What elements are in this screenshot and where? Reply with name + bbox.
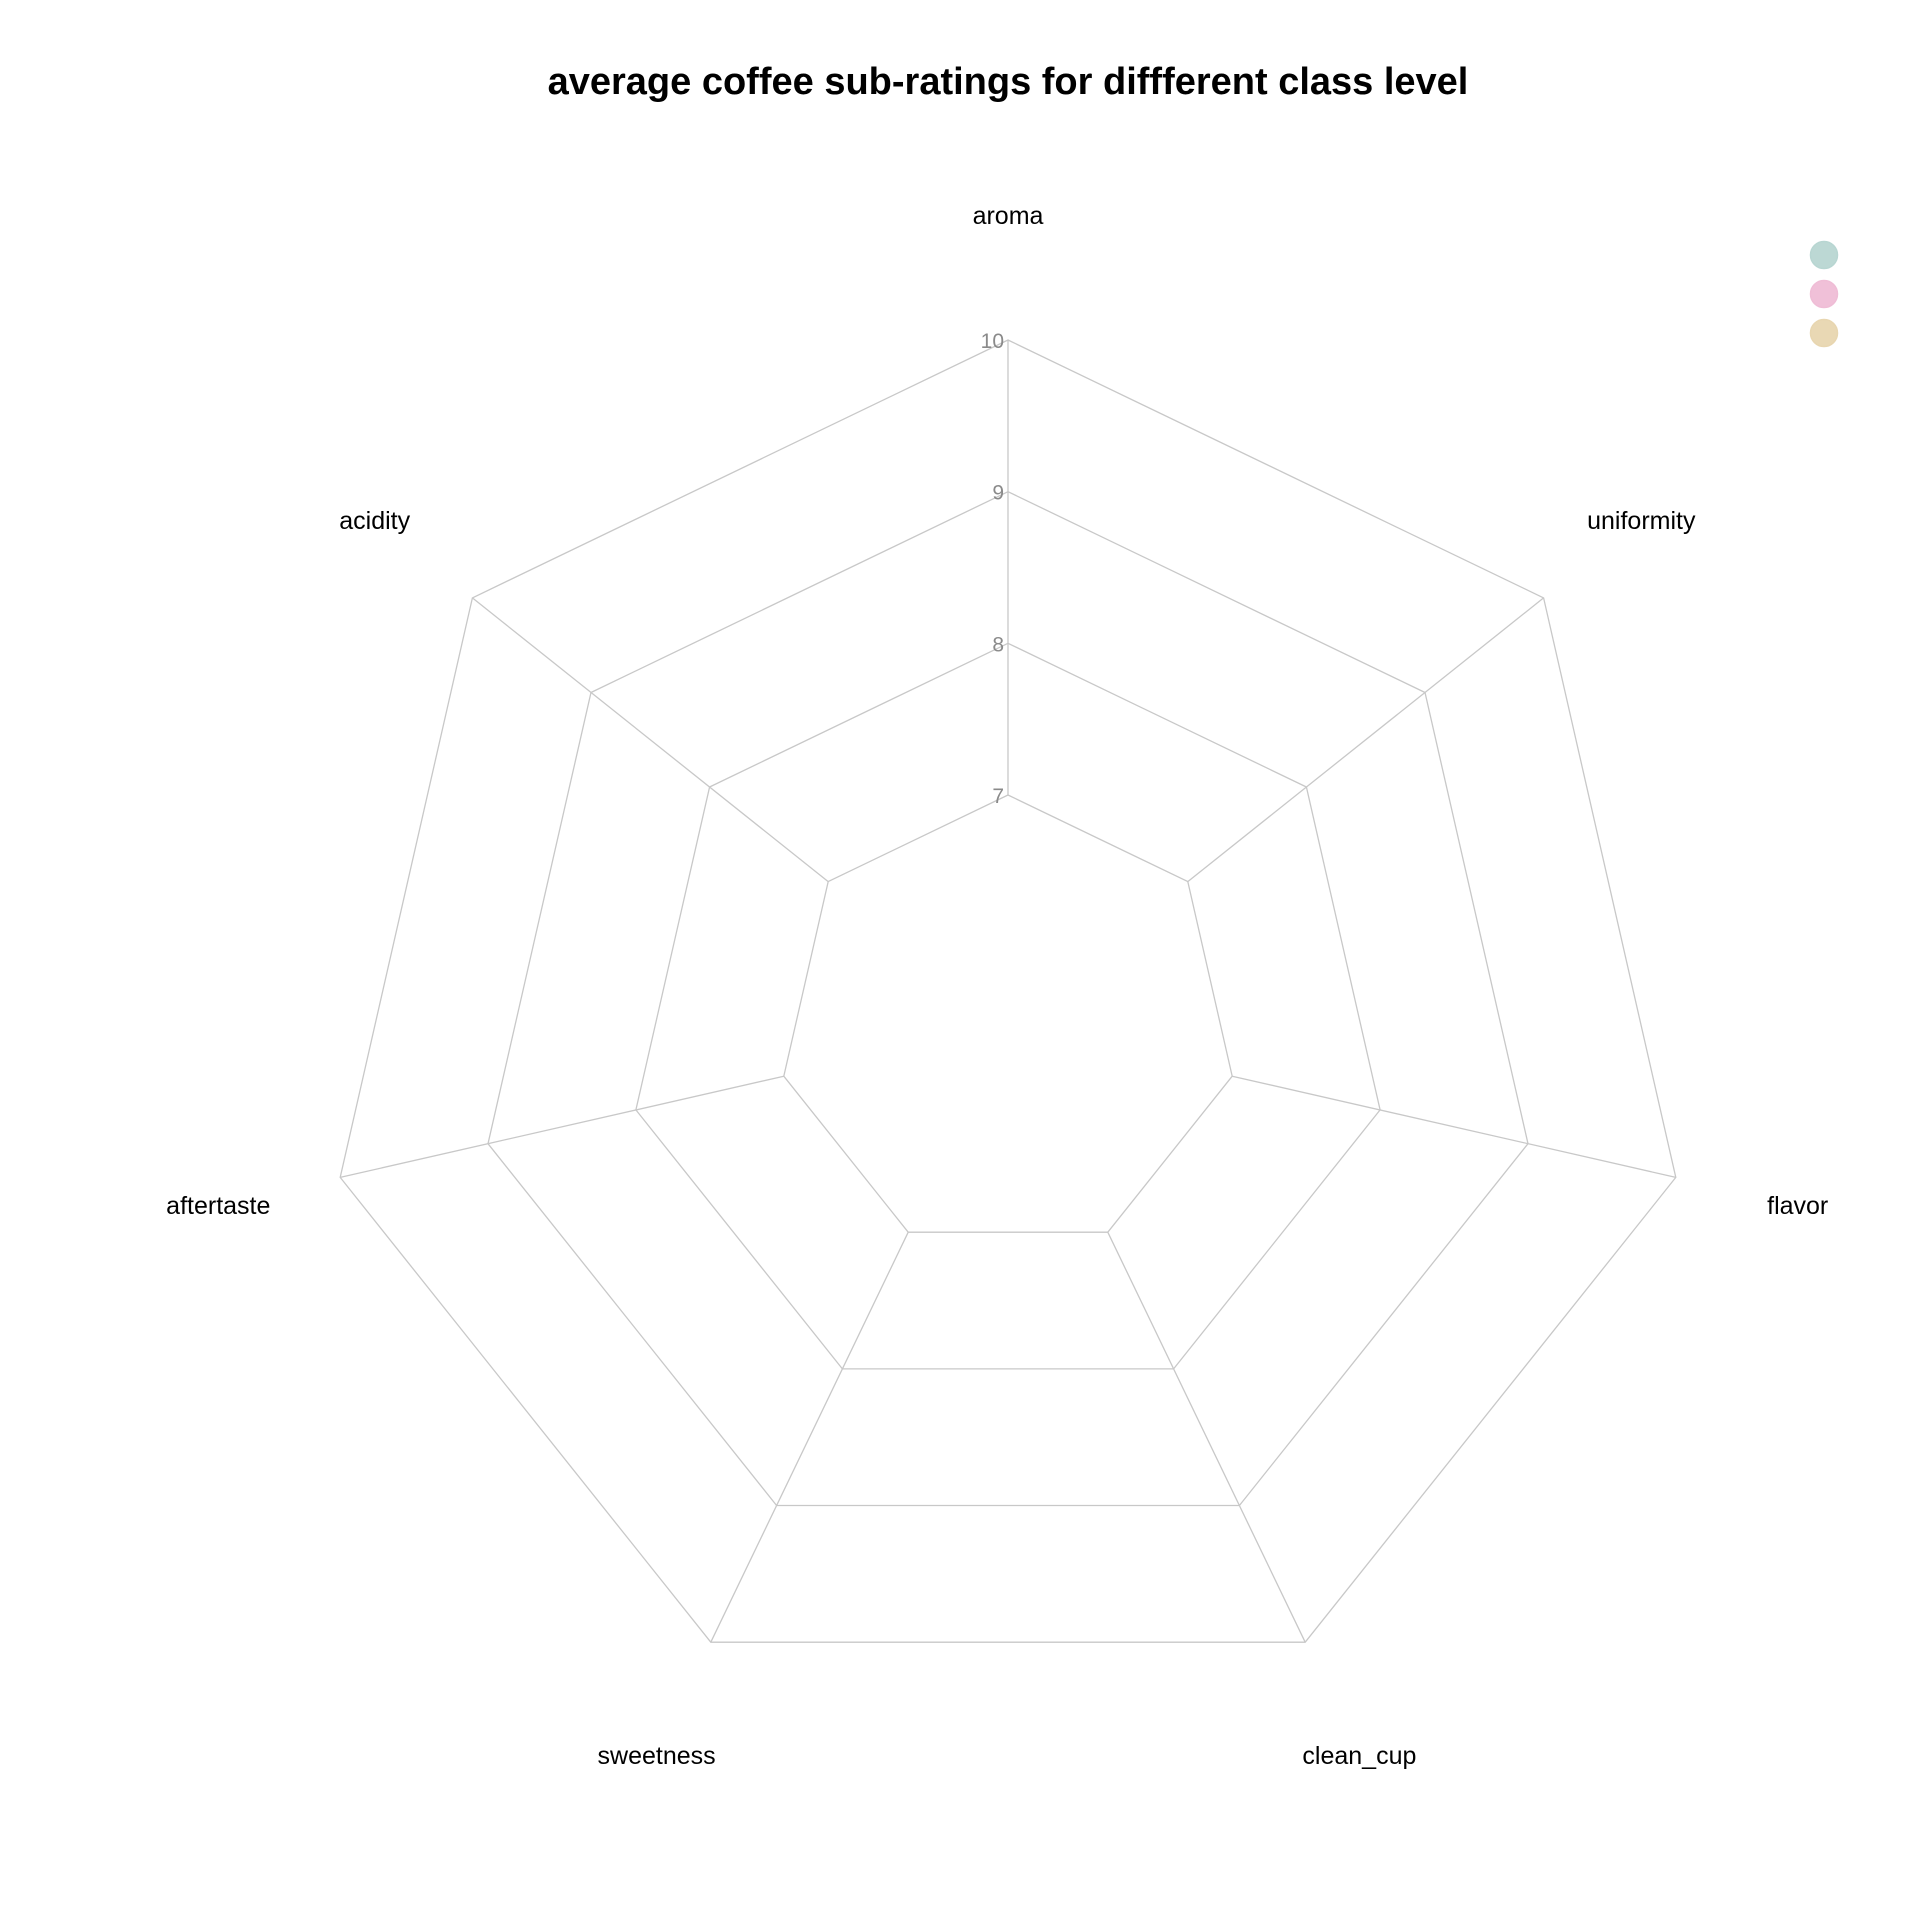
spoke-sweetness [710,1231,909,1643]
chart-title: average coffee sub-ratings for diffferen… [548,61,1469,103]
radar-spokes [340,340,1676,1643]
grid-ring-7 [783,794,1233,1233]
axis-label-aroma: aroma [973,202,1044,230]
spoke-aftertaste [340,1075,784,1179]
tick-label-8: 8 [992,633,1004,656]
spoke-clean_cup [1107,1231,1306,1643]
tick-label-10: 10 [981,330,1004,353]
legend-marker-2 [1809,279,1839,309]
radar-grid [339,339,1677,1643]
spoke-flavor [1232,1075,1676,1179]
legend-marker-1 [1809,240,1839,270]
tick-label-9: 9 [992,482,1004,505]
legend-marker-3 [1809,318,1839,348]
spoke-acidity [471,597,829,883]
axis-label-sweetness: sweetness [598,1742,716,1770]
axis-label-flavor: flavor [1767,1192,1828,1220]
axis-label-aftertaste: aftertaste [166,1192,270,1220]
tick-label-7: 7 [992,785,1004,808]
spoke-uniformity [1187,597,1545,883]
legend [1809,240,1839,348]
axis-label-uniformity: uniformity [1587,507,1696,535]
radar-tick-labels: 7 8 9 10 [981,330,1004,808]
grid-ring-8 [635,642,1381,1370]
grid-ring-9 [487,490,1529,1507]
axis-label-acidity: acidity [339,507,410,535]
radar-axis-labels: aroma uniformity flavor clean_cup sweetness a… [166,202,1828,1770]
axis-label-clean_cup: clean_cup [1302,1742,1416,1770]
grid-ring-10 [339,339,1677,1643]
